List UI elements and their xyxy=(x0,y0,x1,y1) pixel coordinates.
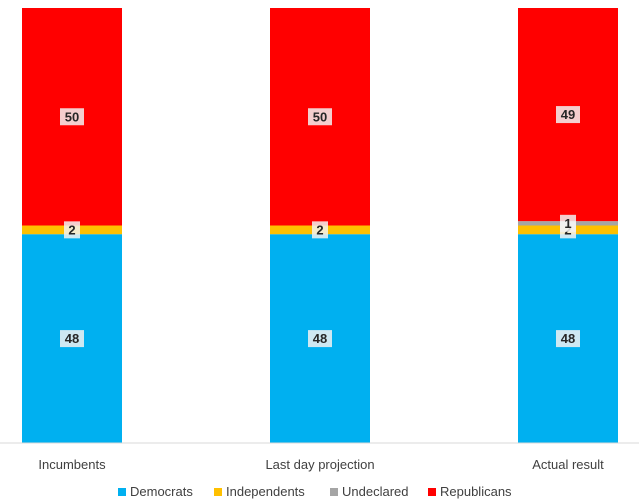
legend-swatch-undeclared xyxy=(330,488,338,496)
data-label-bg xyxy=(64,221,80,239)
data-label-bg xyxy=(560,214,576,232)
data-label-bg xyxy=(60,108,84,126)
legend-swatch-independents xyxy=(214,488,222,496)
data-label-republicans-3: 49 xyxy=(561,107,575,122)
data-label-democrats-3: 48 xyxy=(561,331,575,346)
data-label-bg xyxy=(308,108,332,126)
data-label-bg xyxy=(308,330,332,348)
data-labels-group: 4825048250482149 xyxy=(60,106,580,348)
data-label-bg xyxy=(556,106,580,124)
data-label-democrats-1: 48 xyxy=(65,331,79,346)
data-label-independents-2: 2 xyxy=(316,222,323,237)
category-label: Actual result xyxy=(532,457,604,472)
legend: Democrats Independents Undeclared Republica… xyxy=(118,484,512,499)
data-label-republicans-2: 50 xyxy=(313,109,327,124)
data-label-republicans-1: 50 xyxy=(65,109,79,124)
category-labels-group: Incumbents Last day projection Actual resu… xyxy=(38,457,604,472)
legend-label-democrats: Democrats xyxy=(130,484,193,499)
legend-swatch-republicans xyxy=(428,488,436,496)
data-label-bg xyxy=(60,330,84,348)
legend-label-undeclared: Undeclared xyxy=(342,484,409,499)
legend-label-independents: Independents xyxy=(226,484,305,499)
data-label-bg xyxy=(312,221,328,239)
category-label: Incumbents xyxy=(38,457,106,472)
data-label-undeclared-3: 1 xyxy=(564,216,571,231)
legend-swatch-democrats xyxy=(118,488,126,496)
category-label: Last day projection xyxy=(265,457,374,472)
data-label-independents-1: 2 xyxy=(68,222,75,237)
data-label-democrats-2: 48 xyxy=(313,331,327,346)
legend-label-republicans: Republicans xyxy=(440,484,512,499)
data-label-bg xyxy=(556,330,580,348)
